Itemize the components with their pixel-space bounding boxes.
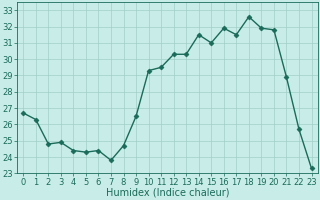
X-axis label: Humidex (Indice chaleur): Humidex (Indice chaleur) (106, 188, 229, 198)
